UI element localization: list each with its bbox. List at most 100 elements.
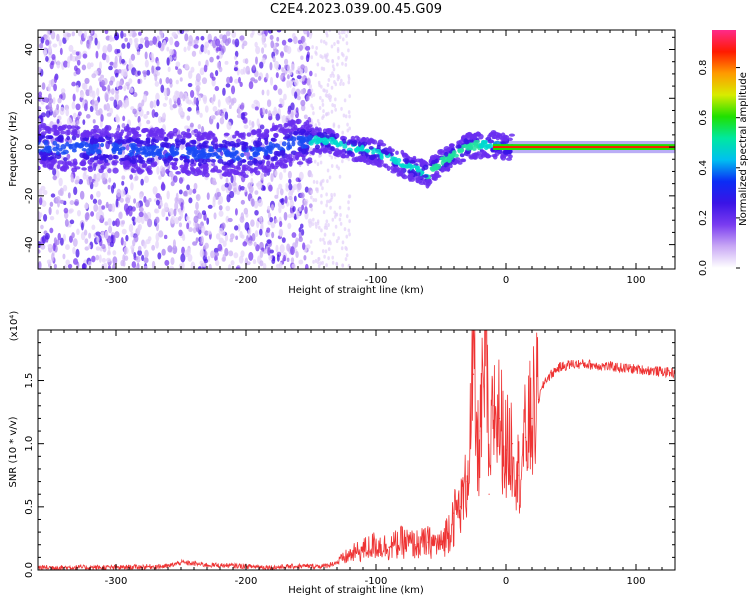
heatmap-speckle [137, 115, 141, 124]
snr-data-point [427, 541, 429, 543]
heatmap-speckle [332, 232, 335, 237]
heatmap-speckle [300, 64, 305, 70]
heatmap-speckle [63, 60, 69, 68]
snr-data-point [375, 544, 377, 546]
heatmap-speckle [114, 32, 120, 41]
heatmap-speckle [310, 88, 314, 93]
heatmap-speckle [341, 159, 344, 164]
snr-data-point [557, 367, 559, 369]
heatmap-speckle [217, 99, 221, 108]
heatmap-speckle [75, 67, 81, 75]
heatmap-speckle [311, 45, 314, 50]
heatmap-speckle [487, 134, 492, 139]
heatmap-speckle [117, 99, 123, 108]
heatmap-speckle [68, 209, 73, 214]
heatmap-speckle [178, 222, 183, 228]
heatmap-speckle [319, 261, 322, 266]
heatmap-speckle [135, 201, 140, 209]
heatmap-speckle [183, 30, 190, 33]
heatmap-speckle [75, 248, 80, 258]
heatmap-speckle [290, 212, 295, 218]
heatmap-speckle [188, 35, 193, 45]
heatmap-speckle [421, 166, 426, 172]
heatmap-speckle [279, 74, 284, 81]
heatmap-speckle [197, 134, 203, 139]
heatmap-speckle [175, 192, 179, 202]
heatmap-speckle [266, 145, 273, 151]
heatmap-speckle [315, 45, 318, 50]
heatmap-speckle [326, 179, 329, 184]
heatmap-speckle [162, 102, 167, 108]
heatmap-speckle [95, 110, 101, 116]
snr-data-point [479, 430, 481, 432]
heatmap-speckle [115, 116, 120, 123]
heatmap-speckle [62, 184, 68, 192]
heatmap-speckle [171, 31, 177, 37]
colorbar-label: Normalized spectral amplitude [738, 72, 749, 226]
heatmap-speckle [128, 78, 133, 84]
heatmap-speckle [255, 152, 261, 156]
x-tick-label: -100 [365, 576, 388, 587]
heatmap-speckle [265, 72, 269, 80]
heatmap-speckle [317, 256, 320, 261]
heatmap-speckle [393, 165, 400, 172]
heatmap-speckle [336, 39, 339, 44]
heatmap-speckle [281, 237, 286, 243]
heatmap-speckle [157, 252, 162, 260]
heatmap-speckle [170, 181, 175, 187]
heatmap-speckle [104, 172, 109, 179]
heatmap-speckle [197, 162, 202, 167]
colorbar-tick-label: 0.4 [698, 160, 709, 176]
heatmap-speckle [178, 91, 184, 99]
heatmap-speckle [106, 112, 112, 117]
heatmap-speckle [103, 104, 107, 111]
heatmap-speckle [108, 225, 113, 234]
heatmap-speckle [149, 100, 154, 109]
heatmap-speckle [315, 224, 318, 229]
heatmap-speckle [296, 135, 302, 141]
heatmap-speckle [161, 181, 165, 190]
heatmap-speckle [143, 265, 148, 269]
heatmap-speckle [232, 169, 240, 176]
heatmap-speckle [268, 116, 273, 121]
heatmap-speckle [408, 175, 412, 182]
heatmap-speckle [332, 73, 335, 78]
heatmap-speckle [193, 215, 199, 224]
heatmap-speckle [167, 245, 173, 253]
heatmap-speckle [251, 198, 255, 207]
heatmap-speckle [231, 147, 236, 151]
heatmap-speckle [259, 250, 264, 259]
heatmap-speckle [333, 80, 336, 85]
heatmap-speckle [131, 32, 138, 37]
heatmap-speckle [58, 39, 62, 47]
heatmap-speckle [471, 134, 477, 141]
heatmap-speckle [79, 161, 86, 167]
heatmap-speckle [287, 109, 291, 115]
heatmap-speckle [333, 192, 336, 197]
heatmap-speckle [88, 146, 93, 152]
heatmap-speckle [374, 148, 381, 154]
heatmap-speckle [189, 122, 194, 128]
heatmap-speckle [308, 84, 313, 89]
heatmap-speckle [150, 144, 157, 150]
snr-data-point [544, 379, 546, 382]
heatmap-speckle [47, 102, 53, 110]
heatmap-speckle [286, 45, 292, 54]
heatmap-speckle [91, 255, 96, 263]
heatmap-speckle [347, 74, 351, 79]
heatmap-speckle [107, 203, 113, 210]
heatmap-speckle [144, 199, 150, 208]
heatmap-speckle [180, 202, 184, 211]
heatmap-speckle [277, 201, 282, 208]
heatmap-speckle [335, 212, 339, 217]
heatmap-speckle [492, 153, 498, 160]
heatmap-speckle [178, 177, 183, 184]
heatmap-speckle [392, 158, 398, 164]
heatmap-speckle [447, 157, 451, 164]
heatmap-speckle [269, 76, 274, 86]
heatmap-speckle [295, 250, 299, 258]
heatmap-speckle [184, 125, 190, 130]
heatmap-speckle [267, 99, 272, 108]
heatmap-speckle [155, 240, 159, 249]
heatmap-speckle [223, 150, 230, 156]
